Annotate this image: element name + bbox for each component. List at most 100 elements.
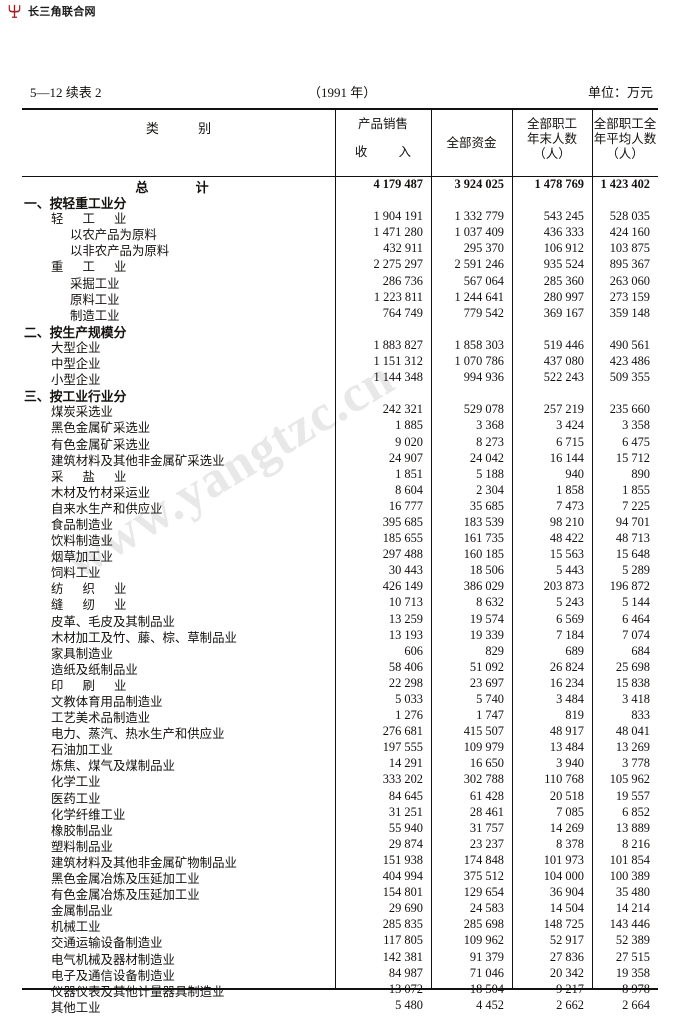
row-label: 电气机械及器材制造业	[51, 952, 175, 967]
row-value-2: 71 046	[469, 965, 504, 980]
row-value-4: 19 557	[615, 788, 650, 803]
row-value-3: 6 715	[556, 434, 584, 449]
row-value-1: 16 777	[388, 498, 423, 513]
row-label: 一、按轻重工业分	[24, 197, 127, 212]
row-value-2: 779 542	[463, 305, 504, 320]
row-value-3: 14 269	[549, 820, 584, 835]
header-average-line2: 年平均人数	[593, 132, 657, 146]
row-value-4: 52 389	[615, 933, 650, 948]
table-row: 塑料制品业 29 874 23 237 8 378 8 216	[22, 837, 658, 854]
header-category: 类 别	[145, 121, 230, 136]
row-value-2: 1 858 303	[454, 337, 504, 352]
header-average-line1: 全部职工全	[593, 117, 657, 131]
row-label: 化学工业	[51, 775, 101, 790]
row-value-3: 522 243	[543, 370, 584, 385]
row-value-1: 31 251	[388, 804, 423, 819]
table-row: 文教体育用品制造业 5 033 5 740 3 484 3 418	[22, 692, 658, 709]
row-value-1: 84 645	[388, 788, 423, 803]
row-value-4: 14 214	[615, 901, 650, 916]
row-value-4: 5 144	[622, 595, 650, 610]
row-value-4: 27 515	[615, 949, 650, 964]
row-value-3: 519 446	[543, 337, 584, 352]
row-value-2: 8 632	[476, 595, 504, 610]
row-value-1: 185 655	[382, 531, 423, 546]
row-value-2: 5 188	[476, 466, 504, 481]
trident-logo-icon	[8, 4, 21, 18]
row-value-1: 24 907	[388, 450, 423, 465]
table-row: 建筑材料及其他非金属矿物制品业 151 938 174 848 101 973 101 …	[22, 853, 658, 870]
row-value-2: 109 979	[463, 740, 504, 755]
row-label: 以农产品为原料	[70, 228, 157, 243]
table-row: 造纸及纸制品业 58 406 51 092 26 824 25 698	[22, 659, 658, 677]
table-row: 印 刷 业 22 298 23 697 16 234 15 838	[22, 675, 658, 693]
row-value-3: 7 085	[556, 804, 584, 819]
row-label: 缝 纫 业	[51, 598, 135, 613]
row-value-4: 895 367	[609, 257, 650, 272]
table-row: 采掘工业 286 736 567 064 285 360 263 060	[22, 274, 658, 291]
row-label: 炼焦、煤气及煤制品业	[51, 759, 175, 774]
row-value-1: 154 801	[382, 885, 423, 900]
row-value-4: 6 464	[622, 611, 650, 626]
table-row: 橡胶制品业 55 940 31 757 14 269 13 889	[22, 820, 658, 838]
table-body: 总 计 4 179 487 3 924 025 1 478 769 1 423 402 一…	[22, 177, 658, 1015]
header-sales-line2: 收 入	[354, 145, 426, 159]
row-value-1: 22 298	[388, 675, 423, 690]
row-value-4: 13 889	[615, 820, 650, 835]
row-value-1: 1 904 191	[373, 209, 423, 224]
row-label: 皮革、毛皮及其制品业	[51, 614, 175, 629]
row-label: 采 盐 业	[51, 469, 135, 484]
table-row: 食品制造业 395 685 183 539 98 210 94 701	[22, 515, 658, 532]
row-label: 中型企业	[51, 357, 101, 372]
row-label: 建筑材料及其他非金属矿采选业	[51, 453, 225, 468]
row-label: 食品制造业	[51, 517, 113, 532]
row-value-3: 15 563	[549, 547, 584, 562]
row-value-4: 15 712	[615, 450, 650, 465]
row-value-4: 273 159	[609, 289, 650, 304]
header-average-staff: 全部职工全 年平均人数 （人）	[592, 117, 658, 162]
row-value-2: 1 037 409	[454, 225, 504, 240]
row-value-1: 55 940	[388, 820, 423, 835]
table-row: 二、按生产规模分	[22, 322, 658, 340]
row-value-2: 386 029	[463, 579, 504, 594]
row-label: 黑色金属冶炼及压延加工业	[51, 872, 200, 887]
row-value-2: 18 504	[469, 981, 504, 996]
row-value-4: 103 875	[609, 241, 650, 256]
row-value-1: 1 276	[395, 708, 423, 723]
row-value-4: 25 698	[615, 659, 650, 674]
row-value-1: 1 471 280	[373, 225, 423, 240]
table-row: 黑色金属矿采选业 1 885 3 368 3 424 3 358	[22, 418, 658, 435]
row-value-2: 24 583	[469, 901, 504, 916]
row-value-1: 333 202	[382, 772, 423, 787]
row-value-3: 148 725	[543, 917, 584, 932]
table-row: 自来水生产和供应业 16 777 35 685 7 473 7 225	[22, 498, 658, 516]
row-value-2: 1 244 641	[454, 289, 504, 304]
table-row: 电子及通信设备制造业 84 987 71 046 20 342 19 358	[22, 965, 658, 983]
column-divider-4	[592, 110, 594, 176]
table-row: 机械工业 285 835 285 698 148 725 143 446	[22, 917, 658, 934]
table-row: 黑色金属冶炼及压延加工业 404 994 375 512 104 000 100 389	[22, 869, 658, 887]
table-row: 皮革、毛皮及其制品业 13 259 19 574 6 569 6 464	[22, 611, 658, 629]
row-value-3: 16 234	[549, 675, 584, 690]
row-label: 塑料制品业	[51, 839, 113, 854]
row-value-3: 16 144	[549, 450, 584, 465]
row-label: 饲料工业	[51, 566, 101, 581]
table-year: （1991 年）	[308, 85, 377, 100]
row-value-2: 285 698	[463, 917, 504, 932]
row-value-1: 8 604	[395, 482, 423, 497]
row-value-4: 143 446	[609, 917, 650, 932]
row-value-3: 7 184	[556, 627, 584, 642]
row-value-2: 28 461	[469, 804, 504, 819]
row-value-4: 48 041	[615, 724, 650, 739]
row-value-4: 8 978	[622, 981, 650, 996]
table-row: 重 工 业 2 275 297 2 591 246 935 524 895 367	[22, 257, 658, 274]
header-yearend-line3: （人）	[533, 147, 571, 161]
table-row: 工艺美术品制造业 1 276 1 747 819 833	[22, 708, 658, 725]
row-value-3: 20 518	[549, 788, 584, 803]
row-value-4: 528 035	[609, 209, 650, 224]
row-value-1: 426 149	[382, 579, 423, 594]
row-value-3: 5 243	[556, 595, 584, 610]
row-label: 印 刷 业	[51, 678, 135, 693]
column-divider-2	[431, 110, 433, 176]
header-sales-line1: 产品销售	[357, 117, 408, 131]
header-yearend-line1: 全部职工	[526, 117, 577, 131]
